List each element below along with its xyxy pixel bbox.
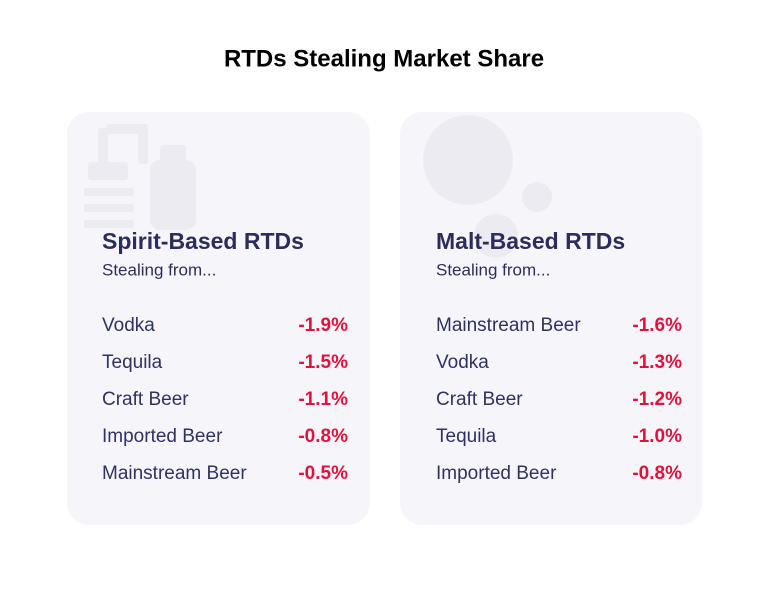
row-value: -1.5% (298, 352, 348, 373)
row-value: -1.9% (298, 315, 348, 336)
row-value: -1.1% (298, 389, 348, 410)
card (400, 112, 702, 525)
row-label: Vodka (102, 315, 155, 336)
row-value: -1.3% (632, 352, 682, 373)
card (67, 112, 370, 525)
row-value: -0.8% (632, 463, 682, 484)
row-label: Tequila (102, 352, 163, 373)
row-value: -0.8% (298, 426, 348, 447)
row-value: -1.6% (632, 315, 682, 336)
row-label: Craft Beer (102, 389, 189, 410)
row-label: Tequila (436, 426, 497, 447)
card-heading: Malt-Based RTDs (436, 228, 625, 254)
row-label: Imported Beer (436, 463, 557, 484)
card-heading: Spirit-Based RTDs (102, 228, 304, 254)
row-value: -1.2% (632, 389, 682, 410)
page-title: RTDs Stealing Market Share (224, 45, 544, 72)
row-value: -0.5% (298, 463, 348, 484)
row-label: Mainstream Beer (436, 315, 581, 336)
bubbles-icon (423, 115, 552, 258)
row-label: Imported Beer (102, 426, 223, 447)
spirit-icon (84, 124, 196, 230)
row-label: Mainstream Beer (102, 463, 247, 484)
card-subheading: Stealing from... (102, 260, 216, 279)
card-subheading: Stealing from... (436, 260, 550, 279)
row-label: Vodka (436, 352, 489, 373)
row-value: -1.0% (632, 426, 682, 447)
row-label: Craft Beer (436, 389, 523, 410)
